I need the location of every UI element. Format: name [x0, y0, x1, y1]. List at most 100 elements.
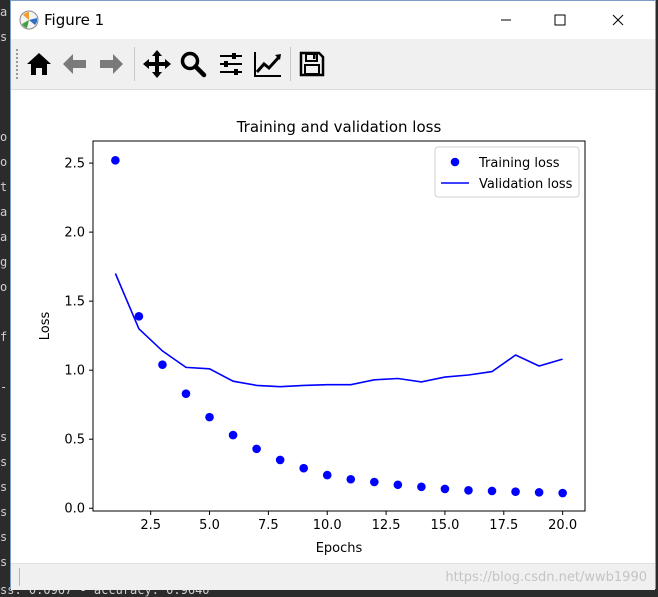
back-button[interactable]	[59, 48, 91, 80]
training-loss-point	[158, 360, 167, 369]
terminal-line: s	[0, 430, 8, 444]
y-tick-label: 1.0	[64, 364, 85, 379]
x-tick-label: 20.0	[548, 518, 577, 533]
legend-label-validation: Validation loss	[479, 177, 573, 192]
matplotlib-logo-icon	[19, 10, 39, 30]
training-loss-point	[370, 477, 379, 487]
toolbar-grip[interactable]	[16, 49, 21, 79]
x-tick-label: 15.0	[430, 518, 459, 533]
training-loss-point	[558, 488, 567, 498]
title-bar[interactable]: Figure 1	[11, 1, 655, 39]
terminal-line	[0, 100, 10, 125]
terminal-line: s	[0, 530, 8, 544]
terminal-line: a	[0, 5, 8, 19]
zoom-button[interactable]	[177, 48, 209, 80]
terminal-line: s	[0, 480, 8, 494]
save-icon	[299, 51, 325, 77]
toolbar-separator	[290, 47, 291, 81]
arrow-left-icon	[63, 54, 86, 74]
x-tick-label: 2.5	[140, 518, 161, 533]
loss-chart[interactable]: Training and validation loss 2.5 5.0 7.5 10.…	[11, 89, 655, 563]
terminal-line: s	[0, 555, 8, 569]
terminal-line: -	[0, 380, 8, 394]
forward-button[interactable]	[95, 48, 127, 80]
y-tick-label: 2.0	[64, 226, 85, 241]
terminal-line: o	[0, 130, 8, 144]
terminal-line	[0, 75, 10, 100]
navigation-toolbar	[11, 39, 655, 90]
axes-frame	[92, 140, 586, 512]
sliders-icon	[220, 53, 242, 75]
toolbar-separator	[134, 47, 135, 81]
x-axis-label: Epochs	[316, 541, 363, 556]
pan-button[interactable]	[141, 48, 173, 80]
terminal-line	[0, 300, 10, 325]
terminal-line	[0, 50, 10, 75]
training-loss-point	[511, 487, 520, 496]
move-icon	[143, 50, 171, 78]
home-icon	[27, 53, 51, 75]
plot-area: Training and validation loss 2.5 5.0 7.5 10.…	[11, 89, 655, 563]
training-loss-point	[252, 444, 261, 454]
training-loss-point	[464, 485, 473, 495]
y-tick-label: 0.0	[64, 502, 85, 517]
y-tick-label: 0.5	[64, 433, 85, 448]
terminal-line: t	[0, 180, 8, 194]
training-loss-point	[134, 312, 144, 321]
minimize-button[interactable]	[483, 1, 529, 39]
home-button[interactable]	[23, 48, 55, 80]
status-bar: https://blog.csdn.net/wwb1990	[11, 563, 655, 590]
y-axis-label: Loss	[38, 312, 53, 341]
terminal-line: o	[0, 155, 8, 169]
terminal-line: a	[0, 230, 8, 244]
y-tick-label: 2.5	[64, 157, 85, 172]
maximize-icon	[554, 14, 566, 26]
terminal-line: f	[0, 330, 8, 344]
configure-subplots-button[interactable]	[215, 48, 247, 80]
close-button[interactable]	[595, 1, 641, 39]
terminal-line: a	[0, 205, 8, 219]
zoom-icon	[180, 51, 207, 78]
training-loss-point	[322, 470, 332, 480]
validation-loss-line	[114, 273, 563, 388]
edit-axis-button[interactable]	[252, 48, 284, 80]
status-grip	[19, 568, 20, 586]
terminal-line: s	[0, 30, 8, 44]
chart-title: Training and validation loss	[236, 118, 442, 136]
training-loss-point	[346, 474, 356, 484]
y-tick-label: 1.5	[64, 295, 85, 310]
terminal-line	[0, 400, 10, 425]
legend-label-training: Training loss	[478, 156, 560, 171]
training-loss-point	[534, 488, 544, 497]
x-tick-label: 12.5	[372, 518, 401, 533]
terminal-line: s	[0, 505, 8, 519]
training-loss-point	[275, 455, 285, 465]
terminal-line	[0, 350, 10, 375]
window-title: Figure 1	[44, 11, 105, 29]
training-loss-point	[440, 484, 450, 494]
training-loss-point	[417, 482, 426, 492]
training-loss-point	[393, 480, 403, 490]
terminal-line: g	[0, 255, 8, 269]
maximize-button[interactable]	[537, 1, 583, 39]
training-loss-point	[205, 412, 214, 422]
training-loss-point	[299, 463, 308, 473]
x-tick-label: 17.5	[489, 518, 518, 533]
training-loss-point	[111, 156, 120, 165]
figure-window: Figure 1	[10, 0, 656, 590]
training-loss-point	[181, 389, 191, 398]
terminal-line: s	[0, 455, 8, 469]
save-button[interactable]	[296, 48, 328, 80]
terminal-line: o	[0, 280, 8, 294]
close-icon	[612, 14, 624, 26]
legend-box	[434, 146, 580, 198]
minimize-icon	[501, 19, 511, 21]
x-tick-label: 7.5	[258, 518, 279, 533]
watermark-text: https://blog.csdn.net/wwb1990	[445, 570, 647, 585]
x-tick-label: 5.0	[199, 518, 220, 533]
legend-marker-training	[450, 157, 460, 167]
training-loss-point	[487, 486, 497, 496]
arrow-right-icon	[100, 54, 123, 74]
line-chart-icon	[254, 52, 281, 77]
